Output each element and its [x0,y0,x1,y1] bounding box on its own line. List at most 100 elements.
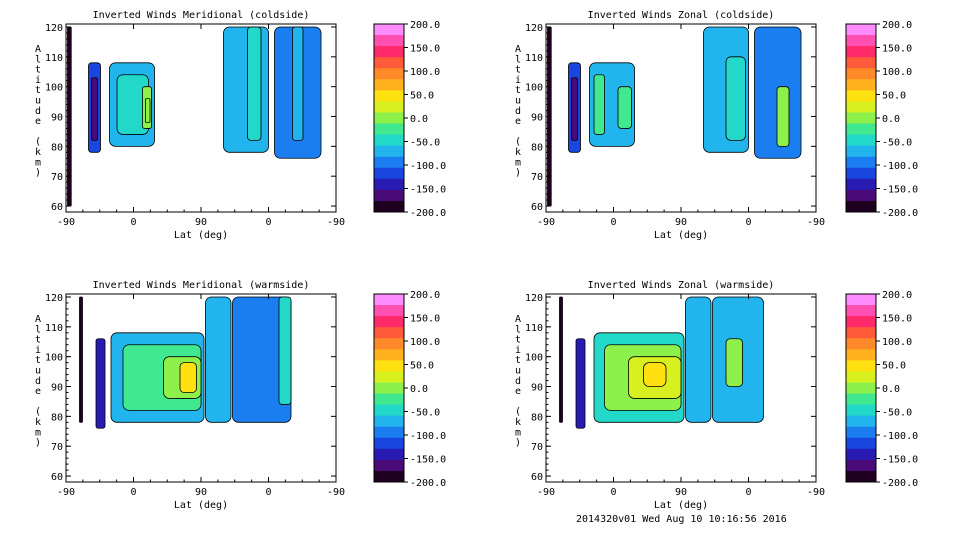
chart-title: Inverted Winds Zonal (coldside) [588,10,775,21]
colorbar-tick-label: -50.0 [410,408,440,419]
x-axis-label: Lat (deg) [174,230,228,241]
x-axis-label: Lat (deg) [654,500,708,511]
data-cell [559,296,563,423]
data-cell [278,296,292,405]
footer-timestamp: 2014320v01 Wed Aug 10 10:16:56 2016 [576,514,787,525]
chart-panel-4: Inverted Winds Zonal (warmside) -90 0 90 0 -9… [515,280,918,511]
y-tick-label: 90 [531,113,543,124]
x-tick-label: 0 [130,487,136,498]
data-cell [725,338,743,387]
colorbar-swatch [374,145,404,158]
y-tick-label: 60 [531,472,543,483]
y-tick-label: 80 [51,412,63,423]
colorbar-swatch [846,90,876,102]
colorbar-swatch [846,145,876,158]
chart-title: Inverted Winds Meridional (coldside) [93,10,310,21]
colorbar-tick-label: 150.0 [882,44,912,55]
colorbar-tick-label: 50.0 [882,361,906,372]
x-tick-label: 90 [195,487,207,498]
colorbar-swatch [374,167,404,180]
colorbar-swatch [374,371,404,383]
x-tick-label: 0 [610,487,616,498]
colorbar-swatch [846,360,876,372]
data-cell [223,26,269,153]
colorbar-swatch [846,404,876,417]
colorbar: 200.0 150.0 100.0 50.0 0.0 -50.0 -100.0 -150.0 -… [373,290,446,489]
colorbar-swatch [846,134,876,147]
colorbar-swatch [846,189,876,202]
data-cell [292,26,304,141]
x-tick-label: -90 [537,217,555,228]
y-tick-label: 100 [45,83,63,94]
chart-title: Inverted Winds Zonal (warmside) [588,280,775,291]
data-cell [776,86,790,147]
data-cell [571,77,578,141]
y-tick-label: 60 [51,472,63,483]
colorbar-swatch [846,46,876,58]
colorbar-tick-label: 100.0 [410,67,440,78]
colorbar-swatch [374,134,404,147]
colorbar-tick-label: -150.0 [882,185,918,196]
colorbar-swatch [374,305,404,317]
colorbar-tick-label: -50.0 [882,408,912,419]
x-tick-label: -90 [57,487,75,498]
data-cell [725,56,746,141]
data-cell [685,296,712,423]
colorbar-tick-label: -100.0 [410,161,446,172]
colorbar-tick-label: 0.0 [882,114,900,125]
colorbar-swatch [846,393,876,406]
x-axis-label: Lat (deg) [174,500,228,511]
colorbar-swatch [374,294,404,306]
colorbar-swatch [374,382,404,395]
colorbar-swatch [846,123,876,136]
colorbar-tick-label: -200.0 [410,478,446,489]
colorbar-tick-label: -150.0 [882,455,918,466]
y-tick-label: 110 [45,323,63,334]
colorbar-swatch [374,68,404,80]
colorbar-swatch [374,112,404,125]
data-cell [247,26,262,141]
data-cell [593,74,605,135]
x-tick-label: -90 [327,487,345,498]
y-tick-label: 70 [531,442,543,453]
data-cell [145,98,151,123]
colorbar-swatch [846,305,876,317]
colorbar-swatch [374,437,404,450]
colorbar-tick-label: 50.0 [410,361,434,372]
y-tick-label: 80 [531,412,543,423]
colorbar-swatch [374,156,404,169]
y-tick-label: 120 [45,293,63,304]
y-tick-label: 80 [531,142,543,153]
colorbar-tick-label: 100.0 [410,337,440,348]
colorbar-tick-label: -150.0 [410,185,446,196]
x-tick-label: 0 [745,217,751,228]
chart-panel-2: Inverted Winds Zonal (coldside) -90 0 90 0 -9… [515,10,918,241]
x-tick-label: 0 [130,217,136,228]
x-tick-label: 0 [265,487,271,498]
x-tick-label: 0 [745,487,751,498]
colorbar-swatch [846,35,876,47]
colorbar-tick-label: 50.0 [882,91,906,102]
colorbar-tick-label: 200.0 [410,290,440,301]
colorbar-swatch [374,178,404,191]
y-tick-label: 110 [45,53,63,64]
colorbar-swatch [374,327,404,339]
colorbar-swatch [846,294,876,306]
colorbar-tick-label: 150.0 [410,44,440,55]
colorbar-tick-label: -150.0 [410,455,446,466]
colorbar-swatch [846,178,876,191]
colorbar-tick-label: 100.0 [882,67,912,78]
colorbar-tick-label: 200.0 [882,20,912,31]
colorbar-swatch [374,349,404,361]
colorbar-swatch [374,316,404,328]
colorbar-swatch [374,35,404,47]
colorbar-swatch [374,90,404,102]
y-tick-label: 70 [51,172,63,183]
colorbar-tick-label: 0.0 [882,384,900,395]
colorbar-swatch [846,167,876,180]
colorbar-swatch [374,393,404,406]
colorbar-swatch [374,338,404,350]
colorbar-tick-label: -100.0 [410,431,446,442]
colorbar-swatch [846,79,876,91]
